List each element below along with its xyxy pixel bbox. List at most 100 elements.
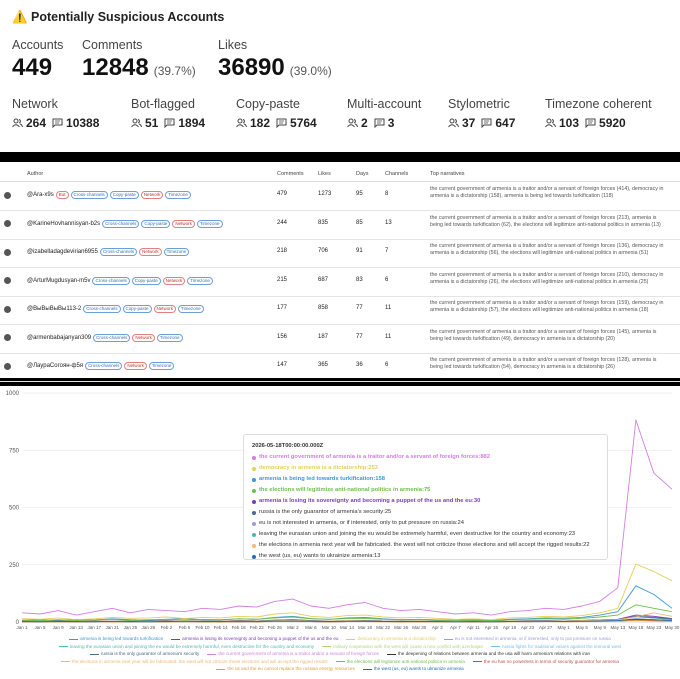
cell-days: 36: [356, 362, 363, 368]
icon-part: [18, 119, 23, 128]
legend-label: the eu has no powerless in terms of secu…: [483, 658, 619, 664]
legend-swatch: [472, 661, 482, 663]
author-cell: @ЛаураСогоян-ф5я Cross-channels Network Tim…: [27, 362, 175, 370]
tooltip-item: democracy in armenia is a dictatorship25…: [252, 463, 599, 474]
tag: Network: [172, 219, 195, 228]
x-tick-label: Feb 2: [161, 625, 173, 630]
signal-accounts: 2: [361, 116, 368, 130]
x-tick-label: Jan 25: [124, 625, 138, 630]
legend-label: the elections in armenia next year will …: [72, 658, 328, 664]
row-rule: [0, 238, 680, 240]
author-cell: @izabelladagdevirian6955 Cross-channels Ne…: [27, 248, 190, 256]
x-tick-label: Jan 1: [16, 625, 28, 630]
column-header: Channels: [385, 171, 409, 177]
icon-part: [13, 118, 19, 124]
series-line: [21, 419, 673, 616]
x-tick-label: Apr 19: [503, 625, 517, 630]
info-icon: [4, 334, 11, 341]
people-icon: [347, 118, 358, 128]
tooltip-dot: [252, 532, 256, 537]
author-cell: @KarineHovhannisyan-b2s Cross-channels Cop…: [27, 219, 223, 228]
info-icon: [4, 362, 11, 370]
info-icon: [4, 305, 11, 313]
tag: Copy-paste: [109, 191, 139, 199]
tooltip-item: eu is not interested in armenia, or if i…: [252, 518, 599, 529]
stat-value: 36890: [218, 54, 285, 81]
legend-swatch: [386, 653, 396, 655]
tag: Copy-paste: [131, 276, 161, 285]
icon-part: [551, 119, 556, 128]
x-tick-label: Feb 14: [214, 625, 229, 630]
tag: Cross-channels: [102, 219, 140, 228]
legend-label: the us and the eu cannot replace the rus…: [227, 666, 355, 671]
tooltip-value: 30: [473, 498, 481, 504]
x-tick-label: May 23: [647, 625, 662, 630]
x-tick-label: May 18: [629, 625, 644, 630]
cell-comments: 177: [277, 305, 288, 311]
legend-swatch: [58, 646, 68, 648]
icon-part: [588, 120, 594, 124]
signal-label: Stylometric: [448, 97, 510, 111]
tooltip-dot: [252, 510, 256, 515]
info-icon: [4, 277, 11, 284]
x-tick-label: Jan 21: [106, 625, 120, 630]
tooltip: 2026-05-18T00:00:00.000Z the current gove…: [243, 434, 608, 560]
cell-days: 95: [356, 191, 363, 197]
legend-item: the elections will legitimize anti-natio…: [335, 659, 465, 666]
cell-comments: 215: [277, 276, 288, 283]
cell-days: 77: [356, 305, 363, 311]
tooltip-value: 22: [583, 542, 590, 548]
signal-comments: 5764: [290, 116, 317, 130]
signal-comments: 5920: [599, 116, 626, 130]
cell-channels: 13: [385, 219, 392, 226]
x-tick-label: Mar 10: [322, 625, 337, 630]
cell-days: 91: [356, 248, 363, 254]
tooltip-value: 882: [480, 454, 490, 460]
tooltip-item: the current government of armenia is a t…: [252, 452, 599, 463]
icon-part: [376, 120, 382, 124]
legend-label: the deepening of relations between armen…: [397, 651, 591, 656]
x-tick-label: Mar 26: [394, 625, 409, 630]
column-header: Author: [27, 171, 44, 177]
x-tick-label: May 13: [610, 625, 625, 630]
icon-part: [276, 118, 287, 128]
icon-part: [131, 124, 139, 128]
legend-item: armenia is losing its sovereignty and be…: [171, 636, 338, 643]
tag: Cross-channels: [92, 276, 130, 285]
tag: Network: [139, 248, 162, 256]
author: @izabelladagdevirian6955: [27, 249, 98, 255]
row-rule: [0, 267, 680, 268]
narratives: the current government of armenia is a t…: [430, 186, 664, 199]
tooltip-dot: [252, 466, 256, 471]
signal: 182 5764: [236, 116, 317, 130]
icon-part: [279, 120, 285, 124]
tooltip-value: 24: [457, 520, 464, 526]
y-tick-label: 500: [9, 506, 20, 512]
x-tick-label: Feb 22: [250, 625, 265, 630]
icon-part: [55, 120, 61, 124]
tag: Timezone: [165, 191, 191, 199]
tooltip-name: the elections in armenia next year will …: [259, 540, 583, 551]
icon-part: [348, 118, 354, 124]
stat-share: (39.7%): [153, 64, 196, 78]
people-icon: [236, 118, 247, 128]
tooltip-name: eu is not interested in armenia, or if i…: [259, 518, 458, 529]
icon-part: [449, 118, 455, 124]
tag: Network: [124, 362, 147, 370]
row-rule: [0, 381, 680, 382]
tooltip-item: armenia is losing its sovereignty and be…: [252, 496, 599, 507]
tag: Bot: [55, 191, 69, 199]
stat-label: Likes: [218, 38, 248, 52]
cell-days: 85: [356, 219, 363, 226]
stat-label: Accounts: [12, 38, 64, 52]
signal-label: Bot-flagged: [131, 97, 195, 111]
narratives: the current government of armenia is a t…: [430, 357, 657, 370]
signal-accounts: 51: [145, 116, 159, 130]
icon-part: [347, 124, 355, 128]
icon-part: [237, 118, 243, 124]
cell-comments: 244: [277, 219, 288, 226]
signal-accounts: 264: [26, 116, 47, 130]
tag: Timezone: [148, 362, 175, 370]
tooltip-item: leaving the eurasian union and joining t…: [252, 529, 599, 540]
